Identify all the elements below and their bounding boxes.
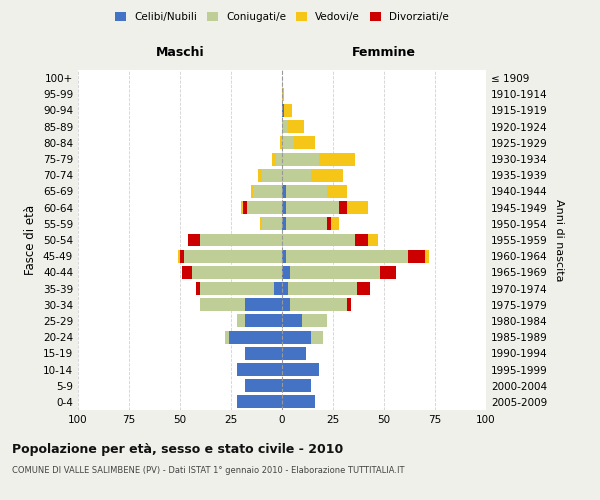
Bar	[182, 266, 192, 279]
Bar	[253, 185, 282, 198]
Text: Femmine: Femmine	[352, 46, 416, 59]
Bar	[282, 330, 311, 344]
Bar	[282, 201, 286, 214]
Bar	[229, 330, 282, 344]
Bar	[282, 396, 314, 408]
Bar	[276, 152, 282, 166]
Bar	[290, 298, 347, 311]
Bar	[425, 250, 429, 262]
Bar	[282, 120, 288, 133]
Bar	[282, 298, 290, 311]
Bar	[282, 314, 302, 328]
Bar	[286, 250, 409, 262]
Bar	[262, 169, 282, 181]
Y-axis label: Fasce di età: Fasce di età	[25, 205, 37, 275]
Bar	[184, 250, 282, 262]
Bar	[282, 266, 290, 279]
Bar	[247, 201, 282, 214]
Text: Maschi: Maschi	[155, 46, 205, 59]
Bar	[282, 136, 294, 149]
Bar	[282, 282, 288, 295]
Bar	[196, 282, 200, 295]
Bar	[282, 379, 311, 392]
Bar	[339, 201, 347, 214]
Bar	[237, 314, 245, 328]
Bar	[192, 266, 282, 279]
Bar	[288, 120, 304, 133]
Bar	[311, 169, 343, 181]
Bar	[178, 250, 180, 262]
Legend: Celibi/Nubili, Coniugati/e, Vedovi/e, Divorziati/e: Celibi/Nubili, Coniugati/e, Vedovi/e, Di…	[111, 8, 453, 26]
Bar	[286, 218, 327, 230]
Bar	[245, 379, 282, 392]
Bar	[200, 234, 282, 246]
Bar	[282, 88, 284, 101]
Bar	[282, 169, 311, 181]
Bar	[237, 396, 282, 408]
Bar	[286, 185, 327, 198]
Text: COMUNE DI VALLE SALIMBENE (PV) - Dati ISTAT 1° gennaio 2010 - Elaborazione TUTTI: COMUNE DI VALLE SALIMBENE (PV) - Dati IS…	[12, 466, 404, 475]
Bar	[274, 282, 282, 295]
Bar	[347, 298, 352, 311]
Bar	[241, 201, 243, 214]
Bar	[245, 314, 282, 328]
Bar	[180, 250, 184, 262]
Bar	[272, 152, 276, 166]
Bar	[294, 136, 314, 149]
Bar	[380, 266, 396, 279]
Bar	[311, 330, 323, 344]
Bar	[225, 330, 229, 344]
Bar	[282, 218, 286, 230]
Bar	[302, 314, 327, 328]
Text: Popolazione per età, sesso e stato civile - 2010: Popolazione per età, sesso e stato civil…	[12, 442, 343, 456]
Bar	[282, 250, 286, 262]
Bar	[262, 218, 282, 230]
Bar	[251, 185, 253, 198]
Bar	[260, 218, 262, 230]
Bar	[282, 104, 284, 117]
Bar	[245, 347, 282, 360]
Bar	[200, 282, 274, 295]
Bar	[237, 363, 282, 376]
Y-axis label: Anni di nascita: Anni di nascita	[554, 198, 564, 281]
Bar	[319, 152, 355, 166]
Bar	[284, 104, 292, 117]
Bar	[200, 298, 245, 311]
Bar	[331, 218, 339, 230]
Bar	[327, 218, 331, 230]
Bar	[188, 234, 200, 246]
Bar	[282, 152, 319, 166]
Bar	[409, 250, 425, 262]
Bar	[282, 347, 307, 360]
Bar	[282, 234, 355, 246]
Bar	[257, 169, 262, 181]
Bar	[355, 234, 368, 246]
Bar	[290, 266, 380, 279]
Bar	[245, 298, 282, 311]
Bar	[358, 282, 370, 295]
Bar	[288, 282, 358, 295]
Bar	[282, 363, 319, 376]
Bar	[286, 201, 339, 214]
Bar	[280, 136, 282, 149]
Bar	[282, 185, 286, 198]
Bar	[243, 201, 247, 214]
Bar	[368, 234, 378, 246]
Bar	[327, 185, 347, 198]
Bar	[347, 201, 368, 214]
